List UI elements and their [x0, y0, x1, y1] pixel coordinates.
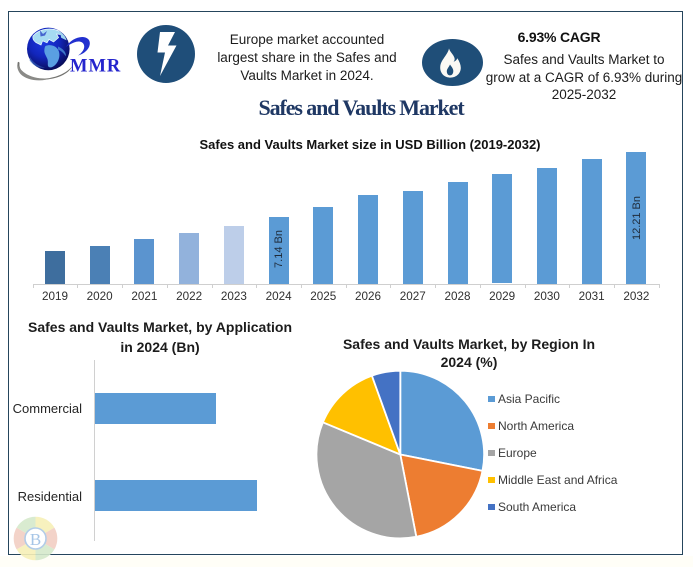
- svg-text:B: B: [30, 530, 41, 549]
- svg-text:MMR: MMR: [70, 57, 121, 77]
